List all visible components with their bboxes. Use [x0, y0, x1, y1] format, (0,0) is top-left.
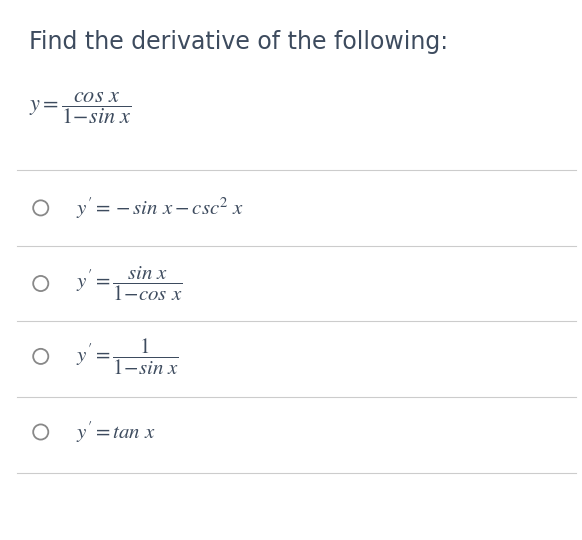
Text: $\mathit{y}' = \dfrac{\mathit{sin}\ \mathit{x}}{1\!-\!\mathit{cos}\ \mathit{x}}$: $\mathit{y}' = \dfrac{\mathit{sin}\ \mat… — [76, 264, 182, 303]
Text: $\mathit{y}' = -\mathit{sin}\ \mathit{x} - \mathit{csc}^{2}\ \mathit{x}$: $\mathit{y}' = -\mathit{sin}\ \mathit{x}… — [76, 195, 244, 221]
Text: $\it{y} = \dfrac{\mathit{cos}\ \mathit{x}}{1\!-\!\mathit{sin}\ \mathit{x}}$: $\it{y} = \dfrac{\mathit{cos}\ \mathit{x… — [29, 90, 132, 126]
Text: $\mathit{y}' = \dfrac{1}{1\!-\!\mathit{sin}\ \mathit{x}}$: $\mathit{y}' = \dfrac{1}{1\!-\!\mathit{s… — [76, 336, 179, 377]
Text: $\mathit{y}' = \mathit{tan}\ \mathit{x}$: $\mathit{y}' = \mathit{tan}\ \mathit{x}$ — [76, 419, 155, 445]
Text: Find the derivative of the following:: Find the derivative of the following: — [29, 30, 448, 53]
